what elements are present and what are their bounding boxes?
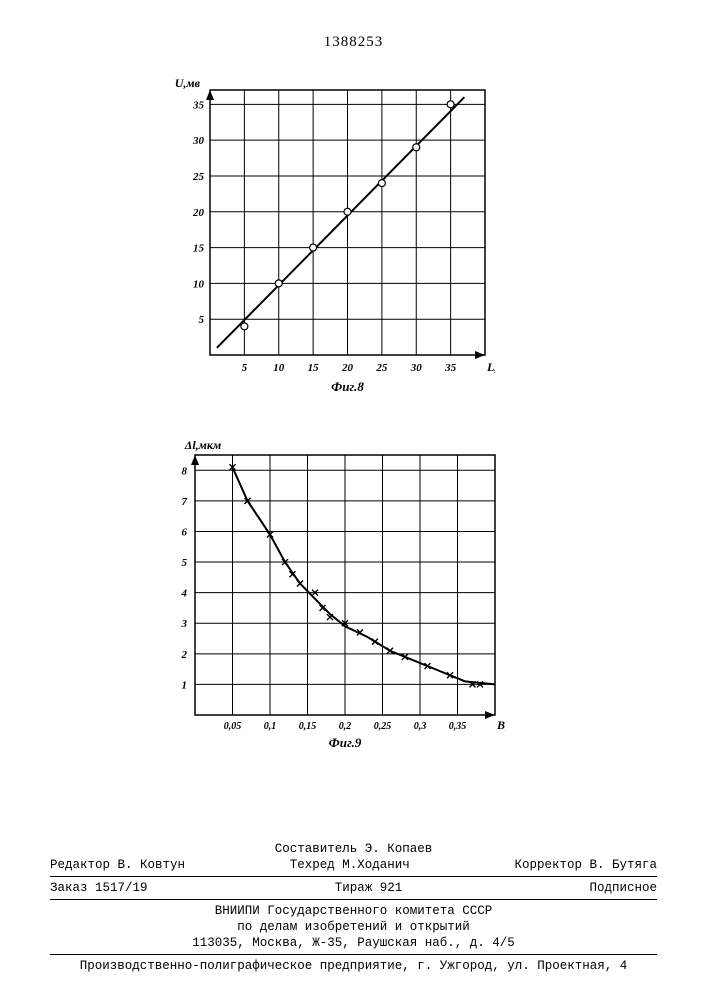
document-number: 1388253 <box>0 34 707 51</box>
chart-2-svg: 0,05 0,1 0,15 0,2 0,25 0,3 0,35 1 2 3 4 5 6 7 8 Δl,мкм B… <box>145 430 505 770</box>
org-line-1: ВНИИПИ Государственного комитета СССР <box>50 904 657 918</box>
svg-text:0,25: 0,25 <box>374 721 392 732</box>
editor: Редактор В. Ковтун <box>50 858 185 872</box>
org-line-3: 113035, Москва, Ж-35, Раушская наб., д. … <box>50 936 657 950</box>
svg-text:Фиг.9: Фиг.9 <box>329 735 362 750</box>
svg-text:0,15: 0,15 <box>299 721 317 732</box>
svg-text:0,3: 0,3 <box>414 721 427 732</box>
svg-text:10: 10 <box>193 278 205 290</box>
svg-text:L,мкм: L,мкм <box>486 360 495 374</box>
svg-text:25: 25 <box>192 171 205 183</box>
svg-text:7: 7 <box>182 496 188 508</box>
subscription: Подписное <box>589 881 657 895</box>
svg-text:0,35: 0,35 <box>449 721 467 732</box>
svg-text:20: 20 <box>192 207 205 219</box>
svg-text:15: 15 <box>308 362 320 374</box>
divider <box>50 876 657 877</box>
svg-text:U,мв: U,мв <box>175 76 201 90</box>
svg-text:35: 35 <box>192 99 205 111</box>
order-row: Заказ 1517/19 Тираж 921 Подписное <box>50 881 657 895</box>
svg-text:15: 15 <box>193 243 205 255</box>
svg-text:0,05: 0,05 <box>224 721 242 732</box>
divider <box>50 899 657 900</box>
svg-text:4: 4 <box>181 588 188 600</box>
order-number: Заказ 1517/19 <box>50 881 148 895</box>
figure-8: 5 10 15 20 25 30 35 5 10 15 20 25 30 35 U,мв L,мкм Фиг.8 <box>165 70 495 410</box>
credits-row: Редактор В. Ковтун Техред М.Ходанич Корр… <box>50 858 657 872</box>
svg-text:0,1: 0,1 <box>264 721 277 732</box>
svg-text:10: 10 <box>273 362 285 374</box>
circulation: Тираж 921 <box>335 881 403 895</box>
chart-1-svg: 5 10 15 20 25 30 35 5 10 15 20 25 30 35 U,мв L,мкм Фиг.8 <box>165 70 495 410</box>
page: 1388253 51015202530355101520253035U,мвL,… <box>0 0 707 1000</box>
svg-text:2: 2 <box>181 649 188 661</box>
svg-text:6: 6 <box>182 526 188 538</box>
svg-text:25: 25 <box>375 362 388 374</box>
svg-text:30: 30 <box>410 362 423 374</box>
svg-text:5: 5 <box>199 314 205 326</box>
svg-text:0,2: 0,2 <box>339 721 352 732</box>
svg-text:5: 5 <box>242 362 248 374</box>
corrector: Корректор В. Бутяга <box>514 858 657 872</box>
footer: Составитель Э. Копаев Редактор В. Ковтун… <box>50 840 657 975</box>
figure-9: 0,05 0,1 0,15 0,2 0,25 0,3 0,35 1 2 3 4 5 6 7 8 Δl,мкм B… <box>145 430 505 770</box>
svg-text:30: 30 <box>192 135 205 147</box>
compiler: Составитель Э. Копаев <box>50 842 657 856</box>
org-line-2: по делам изобретений и открытий <box>50 920 657 934</box>
svg-text:3: 3 <box>181 618 188 630</box>
svg-text:8: 8 <box>182 465 188 477</box>
printer: Производственно-полиграфическое предприя… <box>50 959 657 973</box>
divider <box>50 954 657 955</box>
svg-text:Фиг.8: Фиг.8 <box>331 379 364 394</box>
svg-text:35: 35 <box>444 362 457 374</box>
svg-text:20: 20 <box>341 362 354 374</box>
svg-text:5: 5 <box>182 557 188 569</box>
svg-text:Δl,мкм: Δl,мкм <box>184 438 221 452</box>
svg-text:B,мм: B,мм <box>496 718 505 732</box>
svg-text:1: 1 <box>182 679 188 691</box>
tech-editor: Техред М.Ходанич <box>290 858 410 872</box>
